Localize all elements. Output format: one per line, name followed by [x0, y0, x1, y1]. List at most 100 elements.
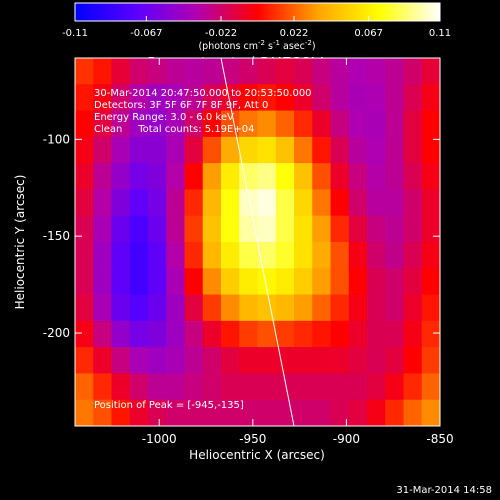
heatmap-cell — [312, 189, 332, 217]
heatmap-cell — [148, 189, 167, 217]
heatmap-cell — [385, 189, 405, 217]
heatmap-cell — [367, 58, 386, 85]
heatmap-cell — [75, 136, 94, 164]
heatmap-cell — [93, 268, 113, 296]
heatmap-cell — [129, 347, 149, 375]
heatmap-cell — [385, 347, 405, 375]
heatmap-cell — [330, 268, 350, 296]
heatmap-cell — [367, 320, 386, 348]
heatmap-cell — [239, 242, 259, 269]
heatmap-cell — [129, 294, 149, 322]
heatmap-cell — [257, 242, 277, 269]
heatmap-cell — [221, 189, 240, 217]
heatmap-cell — [202, 163, 222, 191]
heatmap-cell — [294, 84, 313, 112]
heatmap-cell — [221, 399, 240, 426]
heatmap-cell — [348, 163, 368, 191]
heatmap-cell — [330, 294, 350, 322]
heatmap-cell — [148, 110, 167, 138]
heatmap-cell — [239, 136, 259, 164]
heatmap-cell — [93, 136, 113, 164]
heatmap-cell — [93, 320, 113, 348]
heatmap-cell — [239, 189, 259, 217]
heatmap-cell — [202, 136, 222, 164]
heatmap-cell — [239, 268, 259, 296]
heatmap-cell — [348, 373, 368, 401]
heatmap-cell — [239, 58, 259, 85]
heatmap-cell — [111, 136, 131, 164]
heatmap-cell — [184, 242, 204, 269]
colorbar-tick-label: 0.11 — [429, 28, 451, 39]
heatmap-cell — [385, 399, 405, 426]
annotation-clean-counts: Clean Total counts: 5.19E+04 — [94, 124, 254, 135]
heatmap-cell — [129, 373, 149, 401]
heatmap-cell — [275, 84, 295, 112]
heatmap-cell — [93, 84, 113, 112]
heatmap-cell — [330, 373, 350, 401]
heatmap-cell — [111, 347, 131, 375]
heatmap-cell — [403, 58, 423, 85]
heatmap-cell — [385, 242, 405, 269]
heatmap-cell — [75, 110, 94, 138]
heatmap-cell — [330, 320, 350, 348]
heatmap-cell — [403, 268, 423, 296]
heatmap-cell — [93, 399, 113, 426]
colorbar-units: (photons cm-2 s-1 asec-2) — [198, 39, 315, 52]
heatmap-cell — [330, 136, 350, 164]
heatmap-cell — [294, 294, 313, 322]
heatmap-cell — [367, 136, 386, 164]
heatmap-cell — [221, 58, 240, 85]
heatmap-cell — [75, 189, 94, 217]
heatmap-cell — [111, 163, 131, 191]
heatmap-cell — [111, 399, 131, 426]
heatmap-cell — [421, 373, 440, 401]
heatmap-cell — [184, 268, 204, 296]
heatmap-cell — [385, 294, 405, 322]
heatmap-cell — [330, 110, 350, 138]
heatmap-cell — [129, 399, 149, 426]
heatmap-cell — [294, 242, 313, 269]
heatmap-cell — [184, 58, 204, 85]
heatmap-cell — [202, 320, 222, 348]
heatmap-cell — [221, 320, 240, 348]
heatmap-cell — [367, 347, 386, 375]
heatmap-cell — [312, 294, 332, 322]
plot-timestamp: 31-Mar-2014 14:58 — [396, 485, 492, 496]
heatmap-cell — [93, 373, 113, 401]
heatmap-cell — [129, 320, 149, 348]
heatmap-cell — [348, 136, 368, 164]
plot-area: -1000 -950 -900 -850 -100 -150 -200 — [43, 57, 454, 446]
heatmap-cell — [403, 136, 423, 164]
heatmap-cell — [257, 110, 277, 138]
heatmap-cell — [403, 189, 423, 217]
annotation-detectors: Detectors: 3F 5F 6F 7F 8F 9F, Att 0 — [94, 100, 268, 111]
y-tick-label: -200 — [43, 326, 70, 340]
heatmap-cell — [330, 399, 350, 426]
colorbar-ticks: -0.11 -0.067 -0.022 0.022 0.067 0.11 — [62, 16, 451, 39]
heatmap-cell — [202, 215, 222, 243]
heatmap-cell — [111, 242, 131, 269]
heatmap-cell — [239, 294, 259, 322]
heatmap-cell — [111, 320, 131, 348]
heatmap-cell — [421, 84, 440, 112]
heatmap-cell — [348, 320, 368, 348]
heatmap-cell — [202, 242, 222, 269]
heatmap-cell — [294, 163, 313, 191]
heatmap-cell — [330, 347, 350, 375]
heatmap-cell — [93, 58, 113, 85]
heatmap-cell — [312, 320, 332, 348]
annotation-time-range: 30-Mar-2014 20:47:50.000 to 20:53:50.000 — [94, 88, 312, 99]
heatmap-cell — [93, 189, 113, 217]
heatmap-cell — [312, 347, 332, 375]
heatmap-cell — [257, 268, 277, 296]
heatmap-cell — [421, 58, 440, 85]
heatmap-cell — [403, 320, 423, 348]
heatmap-cell — [129, 189, 149, 217]
heatmap-cell — [202, 189, 222, 217]
heatmap-cell — [166, 373, 186, 401]
heatmap-cell — [367, 268, 386, 296]
heatmap-cell — [166, 294, 186, 322]
heatmap-cell — [312, 136, 332, 164]
colorbar: -0.11 -0.067 -0.022 0.022 0.067 0.11 (photons… — [62, 2, 451, 52]
heatmap-cell — [166, 399, 186, 426]
